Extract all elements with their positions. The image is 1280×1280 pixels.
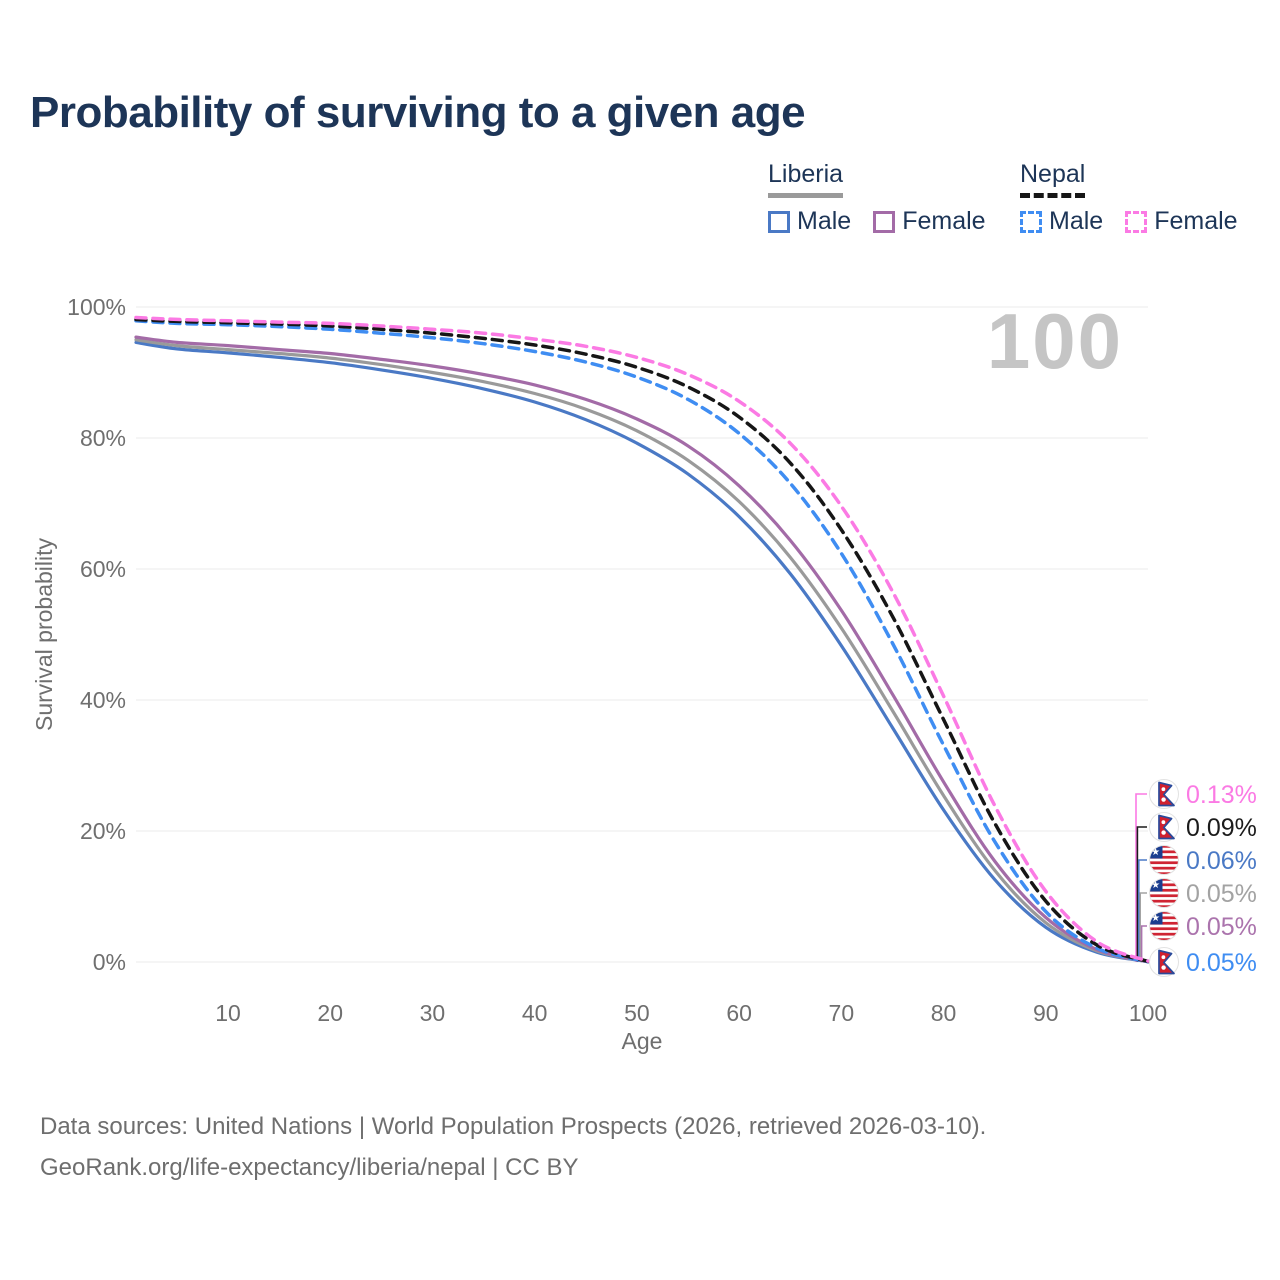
curve-nepal-female[interactable] xyxy=(134,315,1150,963)
x-axis-title: Age xyxy=(622,1028,663,1054)
star-icon: ★ xyxy=(1151,847,1160,858)
end-label-flag-nepal xyxy=(1149,812,1179,842)
x-tick-label: 40 xyxy=(522,1000,548,1026)
y-tick-label: 100% xyxy=(67,294,126,320)
liberia-flag-icon: ★ xyxy=(1149,845,1179,875)
data-source-line: Data sources: United Nations | World Pop… xyxy=(40,1113,987,1140)
end-label-value: 0.05% xyxy=(1186,949,1257,977)
end-label-leader-line xyxy=(1140,925,1147,962)
attribution-line: GeoRank.org/life-expectancy/liberia/nepa… xyxy=(40,1154,579,1181)
legend-swatch-icon xyxy=(1125,210,1148,233)
legend-swatch-icon xyxy=(873,210,896,233)
age-counter-watermark: 100 xyxy=(987,297,1123,385)
legend-item-liberia-female[interactable]: Female xyxy=(873,207,986,236)
footer: Data sources: United Nations | World Pop… xyxy=(40,1106,986,1188)
x-tick-label: 70 xyxy=(829,1000,855,1026)
legend-swatch-icon xyxy=(1020,210,1042,233)
legend-item-label: Female xyxy=(902,207,986,235)
x-tick-label: 20 xyxy=(317,1000,343,1026)
end-label-value: 0.09% xyxy=(1186,814,1257,842)
curve-liberia-all-[interactable] xyxy=(134,338,1150,964)
legend-country-nepal[interactable]: Nepal xyxy=(1020,160,1086,198)
end-label-leader-line xyxy=(1139,892,1147,962)
star-icon: ★ xyxy=(1151,880,1160,891)
y-tick-label: 0% xyxy=(93,949,126,975)
end-label-flag-nepal xyxy=(1149,947,1179,977)
x-tick-label: 100 xyxy=(1129,1000,1167,1026)
end-label-flag-liberia: ★ xyxy=(1149,878,1179,908)
end-label-value: 0.05% xyxy=(1186,913,1257,941)
legend-country-liberia[interactable]: Liberia xyxy=(768,160,844,198)
curve-liberia-male[interactable] xyxy=(134,340,1150,964)
legend-item-label: Male xyxy=(1049,207,1104,235)
legend: Liberia Male Female Nepal Male Female xyxy=(0,160,1280,250)
x-tick-label: 90 xyxy=(1033,1000,1059,1026)
end-label-leader-line xyxy=(1136,826,1147,962)
curve-nepal-all-[interactable] xyxy=(134,317,1150,964)
end-label-leader-line xyxy=(1138,859,1147,962)
y-tick-label: 20% xyxy=(80,818,126,844)
end-label-value: 0.06% xyxy=(1186,847,1257,875)
x-tick-label: 80 xyxy=(931,1000,957,1026)
legend-item-label: Male xyxy=(797,207,852,235)
y-tick-label: 40% xyxy=(80,687,126,713)
star-icon: ★ xyxy=(1151,913,1160,924)
x-tick-label: 30 xyxy=(420,1000,446,1026)
x-tick-label: 10 xyxy=(215,1000,241,1026)
end-label-value: 0.13% xyxy=(1186,781,1257,809)
y-axis-title: Survival probability xyxy=(31,537,57,731)
end-label-flag-nepal xyxy=(1149,779,1179,809)
curve-nepal-male[interactable] xyxy=(134,319,1150,964)
liberia-flag-icon: ★ xyxy=(1149,911,1179,941)
end-label-flag-liberia: ★ xyxy=(1149,845,1179,875)
y-tick-label: 80% xyxy=(80,425,126,451)
x-tick-label: 50 xyxy=(624,1000,650,1026)
legend-item-label: Female xyxy=(1154,207,1238,235)
liberia-flag-icon: ★ xyxy=(1149,878,1179,908)
end-label-value: 0.05% xyxy=(1186,880,1257,908)
end-label-flag-liberia: ★ xyxy=(1149,911,1179,941)
y-tick-label: 60% xyxy=(80,556,126,582)
legend-item-nepal-female[interactable]: Female xyxy=(1125,207,1238,236)
legend-swatch-icon xyxy=(768,210,790,233)
legend-group-nepal: Nepal Male Female xyxy=(1020,160,1260,236)
curve-liberia-female[interactable] xyxy=(134,335,1150,964)
legend-item-nepal-male[interactable]: Male xyxy=(1020,207,1103,236)
end-label-leader-line xyxy=(1135,793,1147,962)
page-title: Probability of surviving to a given age xyxy=(30,88,806,137)
legend-item-liberia-male[interactable]: Male xyxy=(768,207,851,236)
legend-group-liberia: Liberia Male Female xyxy=(768,160,1008,236)
x-tick-label: 60 xyxy=(726,1000,752,1026)
